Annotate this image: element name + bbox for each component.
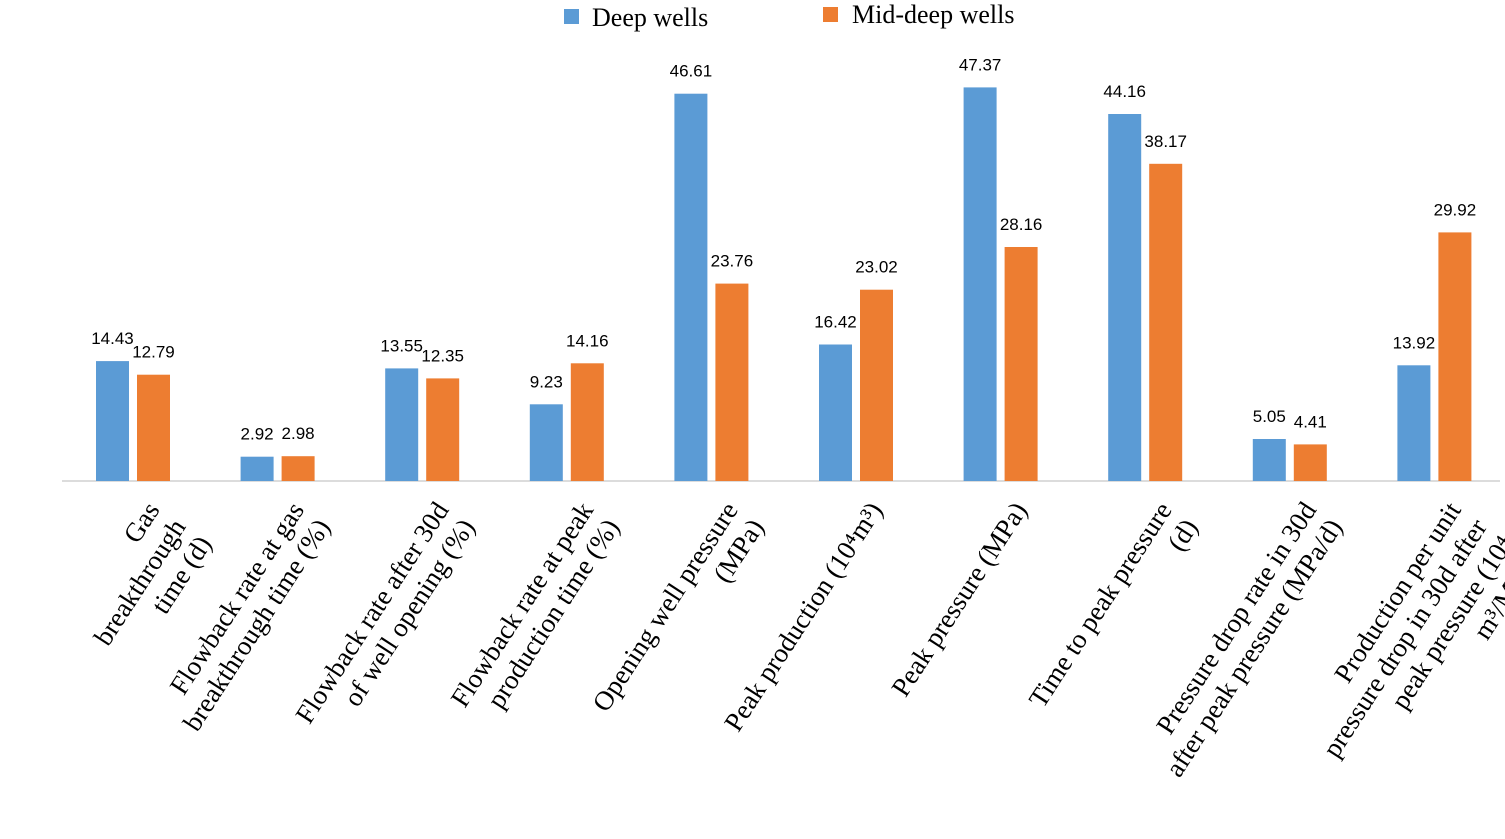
value-label-mid-deep-wells-4: 23.76 xyxy=(711,252,754,271)
bar-mid-deep-wells-5 xyxy=(860,289,893,481)
bar-mid-deep-wells-2 xyxy=(426,378,460,481)
value-label-mid-deep-wells-7: 38.17 xyxy=(1144,132,1187,151)
value-label-mid-deep-wells-1: 2.98 xyxy=(282,424,315,443)
bar-deep-wells-4 xyxy=(674,93,708,481)
value-label-mid-deep-wells-6: 28.16 xyxy=(1000,215,1043,234)
category-label-6: Peak pressure (MPa) xyxy=(885,497,1033,702)
category-label-6-line-0: Peak pressure (MPa) xyxy=(885,497,1033,702)
value-label-mid-deep-wells-8: 4.41 xyxy=(1294,412,1327,431)
bar-mid-deep-wells-8 xyxy=(1293,444,1327,481)
value-label-deep-wells-1: 2.92 xyxy=(241,425,274,444)
bar-deep-wells-9 xyxy=(1397,365,1431,481)
value-label-mid-deep-wells-0: 12.79 xyxy=(132,343,175,362)
value-label-deep-wells-3: 9.23 xyxy=(530,372,563,391)
value-label-mid-deep-wells-5: 23.02 xyxy=(855,258,898,277)
value-label-mid-deep-wells-2: 12.35 xyxy=(421,346,464,365)
bar-mid-deep-wells-9 xyxy=(1438,232,1472,481)
bar-deep-wells-7 xyxy=(1108,114,1142,481)
bar-mid-deep-wells-3 xyxy=(570,363,604,481)
bar-deep-wells-2 xyxy=(385,368,419,481)
bar-deep-wells-5 xyxy=(819,344,852,481)
value-label-deep-wells-5: 16.42 xyxy=(814,313,857,332)
value-label-deep-wells-9: 13.92 xyxy=(1393,333,1436,352)
value-label-deep-wells-2: 13.55 xyxy=(380,336,423,355)
bar-mid-deep-wells-0 xyxy=(137,374,170,481)
value-label-mid-deep-wells-3: 14.16 xyxy=(566,331,609,350)
value-label-deep-wells-0: 14.43 xyxy=(91,329,134,348)
legend-swatch-mid-deep-wells xyxy=(823,7,838,22)
bar-mid-deep-wells-6 xyxy=(1004,247,1038,481)
value-label-deep-wells-8: 5.05 xyxy=(1253,407,1286,426)
value-label-deep-wells-6: 47.37 xyxy=(959,55,1002,74)
bar-deep-wells-6 xyxy=(963,87,997,482)
legend-swatch-deep-wells xyxy=(564,9,579,24)
legend-label-mid-deep-wells: Mid-deep wells xyxy=(852,0,1014,29)
category-label-7-line-0: Time to peak pressure xyxy=(1023,497,1178,713)
bars-group xyxy=(96,87,1472,482)
value-label-mid-deep-wells-9: 29.92 xyxy=(1434,200,1477,219)
bar-mid-deep-wells-1 xyxy=(281,456,315,481)
bar-deep-wells-8 xyxy=(1252,439,1286,481)
legend: Deep wells Mid-deep wells xyxy=(564,0,1014,32)
category-label-9-line-1: pressure drop in 30d after xyxy=(1317,514,1493,763)
bar-deep-wells-0 xyxy=(96,361,129,481)
legend-label-deep-wells: Deep wells xyxy=(592,3,708,32)
bar-deep-wells-1 xyxy=(240,456,274,481)
value-label-deep-wells-7: 44.16 xyxy=(1103,82,1146,101)
bar-deep-wells-3 xyxy=(529,404,563,481)
value-label-deep-wells-4: 46.61 xyxy=(670,62,713,81)
bar-mid-deep-wells-4 xyxy=(715,283,749,481)
bar-mid-deep-wells-7 xyxy=(1149,163,1183,482)
